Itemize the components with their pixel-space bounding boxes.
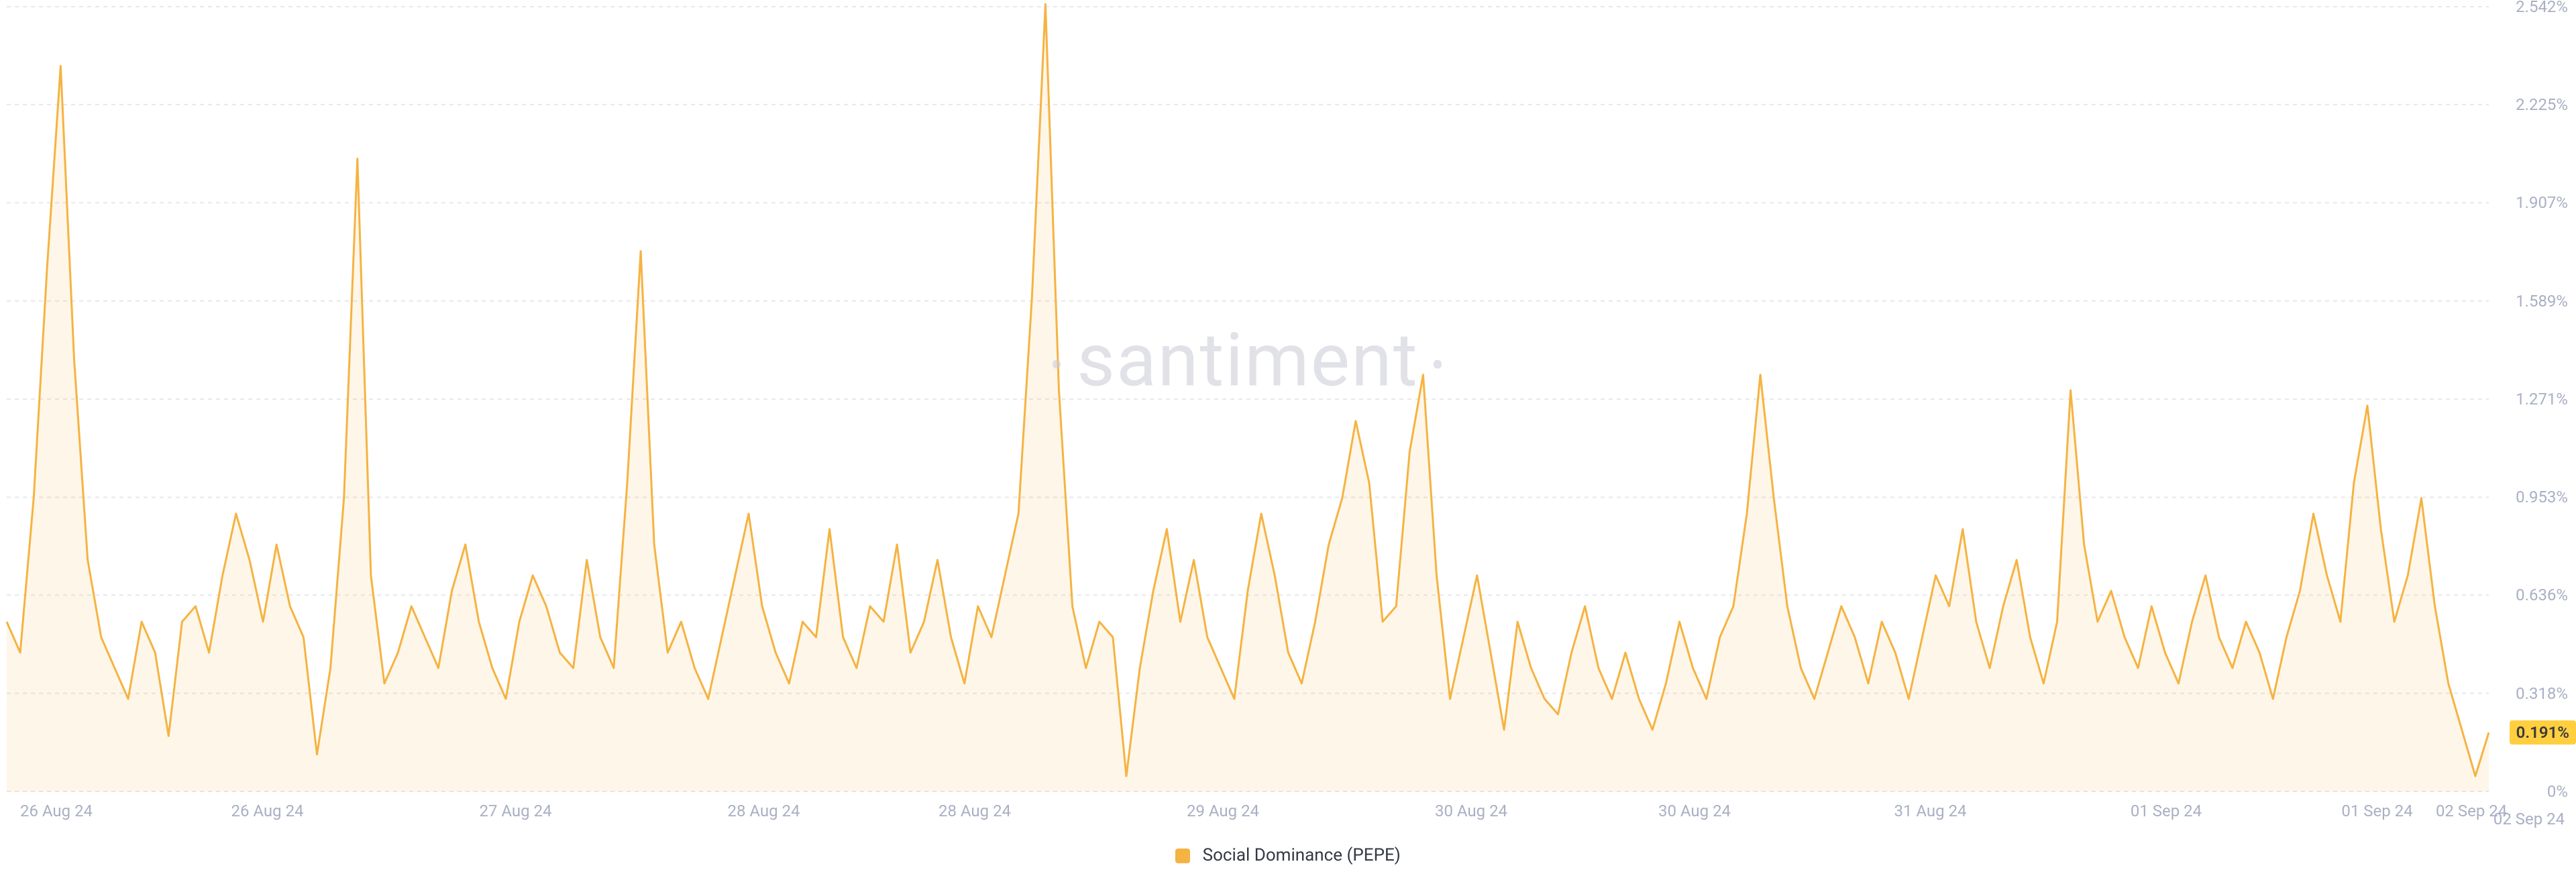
chart-container: •santiment• 0%0.318%0.636%0.953%1.271%1.… <box>0 0 2576 872</box>
y-axis-tick-label: 0.318% <box>2516 684 2568 703</box>
x-axis-tick-label: 01 Sep 24 <box>2131 802 2202 820</box>
x-axis-tick-label: 28 Aug 24 <box>727 802 800 820</box>
y-axis-tick-label: 2.542% <box>2516 0 2568 16</box>
x-axis-tick-label: 26 Aug 24 <box>231 802 303 820</box>
x-axis-tick-label: 27 Aug 24 <box>479 802 551 820</box>
x-axis-tick-label: 31 Aug 24 <box>1894 802 1966 820</box>
y-axis-tick-label: 0.953% <box>2516 488 2568 506</box>
x-axis-tick-label: 29 Aug 24 <box>1187 802 1259 820</box>
y-axis-tick-label: 0.636% <box>2516 586 2568 604</box>
current-value-text: 0.191% <box>2516 723 2569 742</box>
x-axis-tick-label: 26 Aug 24 <box>20 802 93 820</box>
y-axis-tick-label: 0% <box>2547 782 2568 801</box>
x-axis-labels: 26 Aug 24 26 Aug 24 27 Aug 24 28 Aug 24 28 A… <box>0 802 2496 828</box>
x-axis-tick-label: 01 Sep 24 <box>2341 802 2412 820</box>
y-axis-tick-label: 1.589% <box>2516 292 2568 311</box>
y-axis-labels: 0%0.318%0.636%0.953%1.271%1.589%1.907%2.… <box>2496 0 2576 792</box>
legend: Social Dominance (PEPE) <box>0 845 2576 865</box>
legend-label: Social Dominance (PEPE) <box>1203 845 1401 865</box>
y-axis-tick-label: 1.907% <box>2516 193 2568 212</box>
legend-swatch <box>1175 849 1190 863</box>
y-axis-tick-label: 1.271% <box>2516 390 2568 408</box>
y-axis-tick-label: 2.225% <box>2516 95 2568 114</box>
chart-plot <box>0 0 2576 872</box>
x-axis-tick-label: 28 Aug 24 <box>938 802 1011 820</box>
x-axis-tick-label: 30 Aug 24 <box>1658 802 1731 820</box>
current-value-badge: 0.191% <box>2510 720 2576 745</box>
x-axis-label-far-right: 02 Sep 24 <box>2493 810 2565 828</box>
x-axis-tick-label: 30 Aug 24 <box>1435 802 1507 820</box>
